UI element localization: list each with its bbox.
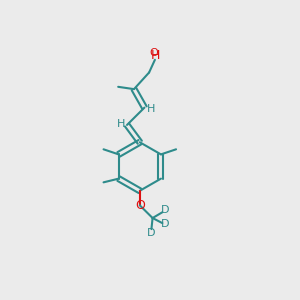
Text: D: D (161, 219, 170, 229)
Text: O: O (135, 199, 145, 212)
Text: D: D (147, 228, 156, 238)
Text: H: H (117, 119, 125, 129)
Text: O: O (149, 48, 158, 58)
Text: D: D (161, 206, 170, 215)
Text: H: H (146, 104, 155, 114)
Text: H: H (151, 49, 160, 62)
